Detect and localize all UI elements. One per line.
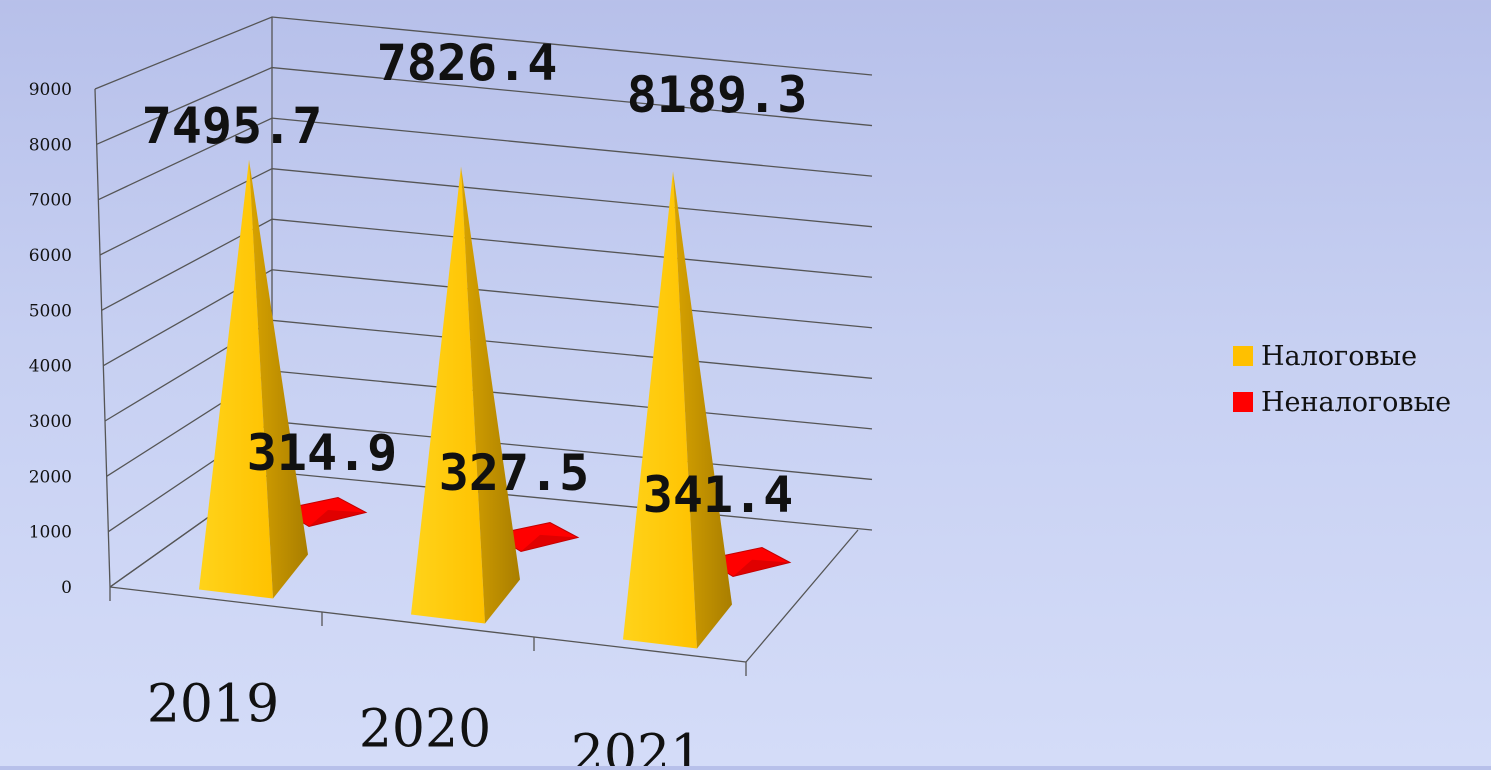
y-tick-label: 7000 bbox=[29, 191, 72, 211]
y-tick-label: 9000 bbox=[29, 80, 72, 100]
y-tick-label: 4000 bbox=[29, 357, 72, 377]
bar-nalogovye-2019 bbox=[199, 159, 273, 599]
data-label-nalogovye: 7826.4 bbox=[377, 34, 558, 92]
gridline bbox=[99, 168, 873, 256]
y-tick-label: 5000 bbox=[29, 301, 72, 321]
x-tick-label: 2019 bbox=[147, 675, 279, 735]
bar-nalogovye-2021 bbox=[623, 171, 697, 649]
y-tick-label: 8000 bbox=[29, 135, 72, 155]
legend: Налоговые Неналоговые bbox=[1233, 333, 1451, 425]
legend-swatch-nalogovye bbox=[1233, 346, 1253, 366]
data-label-nalogovye: 8189.3 bbox=[627, 66, 808, 124]
bar-nalogovye-side bbox=[673, 171, 732, 649]
y-axis-line bbox=[94, 88, 111, 588]
data-label-nenalogovye: 341.4 bbox=[643, 466, 794, 524]
y-tick-label: 1000 bbox=[29, 523, 72, 543]
bar-nalogovye-side bbox=[461, 166, 520, 624]
legend-item-nenalogovye: Неналоговые bbox=[1233, 379, 1451, 425]
x-tick-label: 2021 bbox=[571, 725, 703, 767]
legend-label-nalogovye: Налоговые bbox=[1261, 340, 1418, 372]
y-tick-label: 0 bbox=[61, 578, 72, 598]
y-tick-label: 3000 bbox=[29, 412, 72, 432]
data-label-nenalogovye: 314.9 bbox=[247, 424, 398, 482]
gridline bbox=[101, 218, 873, 311]
y-tick-label: 6000 bbox=[29, 246, 72, 266]
bar-nenalogovye-shade bbox=[733, 559, 790, 577]
bar-nenalogovye-shade bbox=[521, 534, 578, 552]
x-axis-line bbox=[109, 586, 747, 663]
bar-nenalogovye-shade bbox=[309, 510, 366, 527]
y-tick-label: 2000 bbox=[29, 467, 72, 487]
bar-nalogovye-side bbox=[249, 159, 308, 599]
floor-right-edge bbox=[745, 529, 859, 663]
legend-label-nenalogovye: Неналоговые bbox=[1261, 386, 1452, 418]
x-tick-label: 2020 bbox=[359, 700, 491, 760]
bar-nalogovye-2020 bbox=[411, 166, 485, 624]
gridline bbox=[103, 269, 873, 367]
legend-swatch-nenalogovye bbox=[1233, 392, 1253, 412]
data-label-nenalogovye: 327.5 bbox=[439, 444, 590, 502]
data-label-nalogovye: 7495.7 bbox=[142, 97, 323, 155]
legend-item-nalogovye: Налоговые bbox=[1233, 333, 1451, 379]
